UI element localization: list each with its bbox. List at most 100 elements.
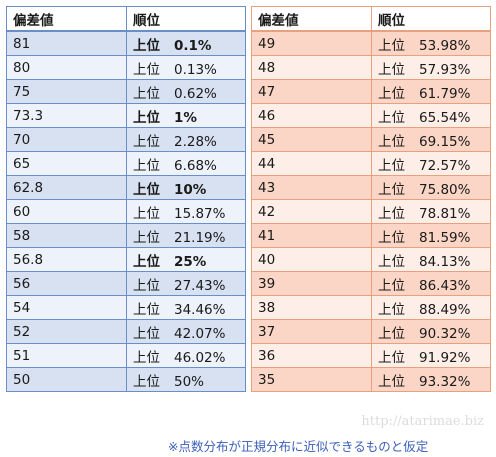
rank-prefix: 上位 [133, 157, 160, 174]
table-row: 49 上位 53.98% [251, 30, 491, 56]
table-row: 56.8 上位 25% [6, 247, 246, 272]
deviation-value: 52 [6, 319, 127, 344]
table-row: 44 上位 72.57% [251, 151, 491, 176]
rank-percent: 69.15% [419, 133, 471, 150]
rank-prefix: 上位 [133, 349, 160, 366]
rank-percent: 6.68% [174, 157, 217, 174]
table-row: 81 上位 0.1% [6, 30, 246, 56]
rank-cell: 上位 2.28% [126, 127, 246, 152]
table-row: 58 上位 21.19% [6, 223, 246, 248]
rank-percent: 34.46% [174, 301, 226, 318]
deviation-value: 51 [6, 343, 127, 368]
table-row: 52 上位 42.07% [6, 319, 246, 344]
footnote: ※点数分布が正規分布に近似できるものと仮定 [168, 439, 429, 454]
deviation-value: 49 [251, 30, 372, 56]
rank-cell: 上位 90.32% [371, 319, 491, 344]
rank-prefix: 上位 [378, 205, 405, 222]
rank-cell: 上位 53.98% [371, 30, 491, 56]
rank-percent: 0.1% [174, 37, 212, 54]
table-row: 70 上位 2.28% [6, 127, 246, 152]
rank-percent: 21.19% [174, 229, 226, 246]
rank-cell: 上位 91.92% [371, 343, 491, 368]
rank-prefix: 上位 [133, 133, 160, 150]
rank-prefix: 上位 [378, 229, 405, 246]
deviation-value: 80 [6, 55, 127, 80]
deviation-value: 37 [251, 319, 372, 344]
rank-cell: 上位 10% [126, 175, 246, 200]
rank-prefix: 上位 [378, 37, 405, 54]
deviation-value: 40 [251, 247, 372, 272]
rank-percent: 15.87% [174, 205, 226, 222]
rank-percent: 53.98% [419, 37, 471, 54]
deviation-value: 36 [251, 343, 372, 368]
rank-prefix: 上位 [133, 37, 160, 54]
rank-cell: 上位 61.79% [371, 79, 491, 104]
rank-percent: 93.32% [419, 373, 471, 390]
rank-prefix: 上位 [133, 85, 160, 102]
deviation-value: 75 [6, 79, 127, 104]
deviation-value: 42 [251, 199, 372, 224]
rank-prefix: 上位 [378, 61, 405, 78]
table-row: 41 上位 81.59% [251, 223, 491, 248]
table-row: 40 上位 84.13% [251, 247, 491, 272]
table-row: 75 上位 0.62% [6, 79, 246, 104]
rank-percent: 0.13% [174, 61, 217, 78]
deviation-value: 73.3 [6, 103, 127, 128]
rank-cell: 上位 25% [126, 247, 246, 272]
deviation-value: 62.8 [6, 175, 127, 200]
rank-cell: 上位 69.15% [371, 127, 491, 152]
rank-percent: 50% [174, 373, 205, 390]
rank-percent: 61.79% [419, 85, 471, 102]
deviation-value: 56.8 [6, 247, 127, 272]
deviation-value: 39 [251, 271, 372, 296]
table-row: 54 上位 34.46% [6, 295, 246, 320]
rank-prefix: 上位 [133, 109, 160, 126]
rank-percent: 86.43% [419, 277, 471, 294]
deviation-header: 偏差値 [6, 6, 127, 32]
header-row: 偏差値 順位 [6, 6, 246, 32]
table-row: 65 上位 6.68% [6, 151, 246, 176]
rank-cell: 上位 78.81% [371, 199, 491, 224]
rank-prefix: 上位 [378, 133, 405, 150]
deviation-value: 35 [251, 367, 372, 392]
rank-prefix: 上位 [133, 373, 160, 390]
rank-cell: 上位 57.93% [371, 55, 491, 80]
rank-percent: 0.62% [174, 85, 217, 102]
rank-percent: 65.54% [419, 109, 471, 126]
deviation-header: 偏差値 [251, 6, 372, 32]
table-row: 36 上位 91.92% [251, 343, 491, 368]
rank-cell: 上位 0.13% [126, 55, 246, 80]
rank-prefix: 上位 [378, 349, 405, 366]
watermark-url: http://atarimae.biz [361, 414, 484, 429]
table-body-right: 49 上位 53.98% 48 上位 57.93% 47 上位 61.79% 46 上位 65.54%… [251, 30, 491, 392]
rank-prefix: 上位 [378, 181, 405, 198]
rank-prefix: 上位 [133, 61, 160, 78]
deviation-value: 43 [251, 175, 372, 200]
rank-cell: 上位 6.68% [126, 151, 246, 176]
table-row: 60 上位 15.87% [6, 199, 246, 224]
rank-percent: 2.28% [174, 133, 217, 150]
deviation-value: 81 [6, 30, 127, 56]
header-row: 偏差値 順位 [251, 6, 491, 32]
table-row: 73.3 上位 1% [6, 103, 246, 128]
rank-percent: 78.81% [419, 205, 471, 222]
deviation-value: 47 [251, 79, 372, 104]
deviation-value: 46 [251, 103, 372, 128]
rank-cell: 上位 46.02% [126, 343, 246, 368]
rank-cell: 上位 27.43% [126, 271, 246, 296]
rank-prefix: 上位 [378, 373, 405, 390]
deviation-value: 56 [6, 271, 127, 296]
deviation-value: 45 [251, 127, 372, 152]
rank-cell: 上位 0.1% [126, 30, 246, 56]
table-row: 38 上位 88.49% [251, 295, 491, 320]
table-row: 80 上位 0.13% [6, 55, 246, 80]
rank-cell: 上位 50% [126, 367, 246, 392]
rank-cell: 上位 34.46% [126, 295, 246, 320]
table-row: 42 上位 78.81% [251, 199, 491, 224]
table-row: 50 上位 50% [6, 367, 246, 392]
rank-prefix: 上位 [133, 277, 160, 294]
table-row: 37 上位 90.32% [251, 319, 491, 344]
table-row: 48 上位 57.93% [251, 55, 491, 80]
table-row: 35 上位 93.32% [251, 367, 491, 392]
table-row: 46 上位 65.54% [251, 103, 491, 128]
